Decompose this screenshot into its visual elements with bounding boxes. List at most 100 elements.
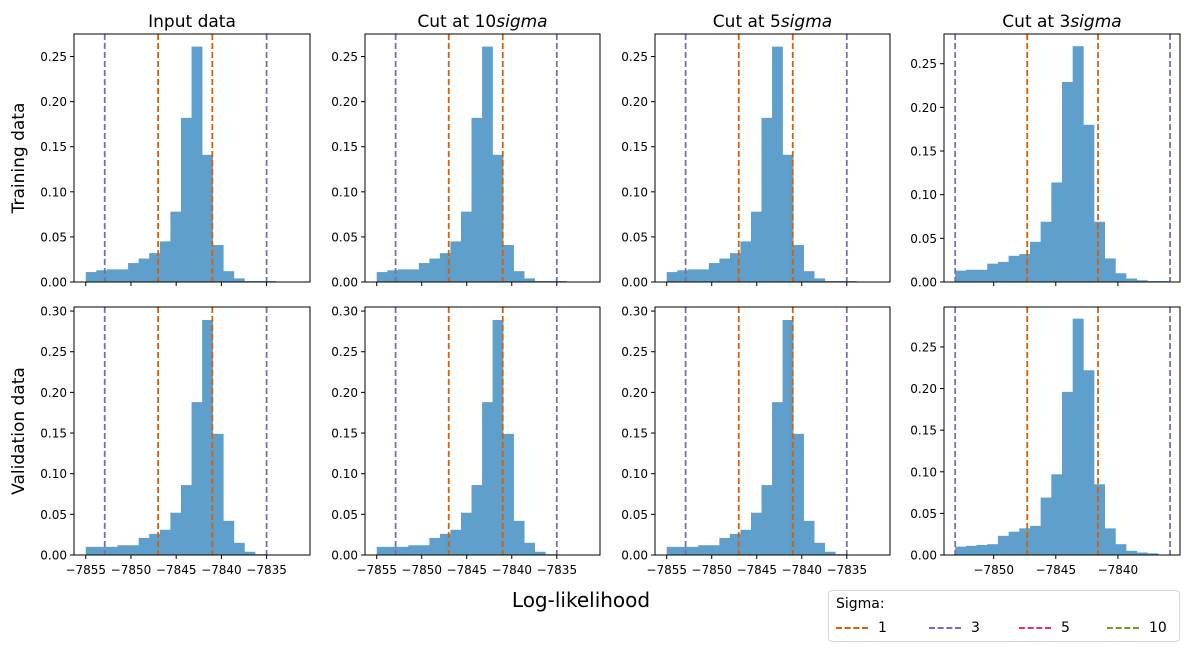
y-tick-label: 0.15 [40,140,67,154]
legend-item-sigma-1: 1 [836,618,887,638]
histogram-bar [1008,531,1020,555]
y-tick-label: 0.20 [331,386,358,400]
histogram-bar [106,546,118,555]
histogram-bar [418,263,430,282]
histogram-bar [987,263,999,282]
y-tick-label: 0.25 [910,340,937,354]
x-tick-label: −7840 [1098,563,1139,577]
histogram-bar [955,270,967,282]
histogram-bar [223,520,235,555]
histogram-bar [482,402,493,555]
histogram-bar [1019,528,1031,555]
x-tick-label: −7845 [736,563,777,577]
histogram-bar [513,271,525,282]
histogram-bar [708,545,720,555]
histogram-bar [418,545,430,555]
y-tick-label: 0.05 [910,232,937,246]
histogram-bar [761,117,773,282]
y-tick-label: 0.25 [331,345,358,359]
histogram-bar [677,546,689,555]
histogram-bar [782,320,794,555]
histogram-bar [397,546,409,555]
histogram-bar [471,117,483,282]
histogram-bar [117,545,129,555]
row-label-validation: Validation data [9,367,29,495]
x-tick-label: −7855 [65,563,106,577]
histogram-bar [408,269,420,282]
panel-r0-c2: 0.00 0.05 0.10 0.15 0.20 0.25 [621,33,891,290]
histogram-bar [233,542,245,555]
y-tick-label: 0.20 [910,101,937,115]
panel-plot-area [376,34,567,282]
histogram-bar [1147,553,1159,555]
y-tick-label: 0.25 [40,50,67,64]
y-tick-label: 0.10 [621,185,648,199]
histogram-bar [429,258,441,282]
histogram-bar [117,269,129,282]
y-tick-label: 0.10 [40,185,67,199]
column-title-text: Cut at 5 [713,12,781,32]
column-title-italic: sigma [1070,12,1121,32]
panel-r0-c3: 0.00 0.05 0.10 0.15 0.20 0.25 [910,33,1181,290]
column-title-italic: sigma [781,12,832,32]
y-tick-label: 0.25 [331,50,358,64]
legend-title: Sigma: [836,596,885,612]
column-title-2: Cut at 5sigma [713,12,832,32]
y-tick-label: 0.25 [910,57,937,71]
histogram-bar [1094,221,1106,282]
y-tick-label: 0.25 [621,50,648,64]
histogram-bar [513,520,525,555]
panel-plot-area [85,34,277,282]
histogram-bar [708,263,720,282]
histogram-bar [1008,255,1020,282]
histogram-bar [965,545,977,555]
histogram-bar [1072,318,1084,555]
y-tick-label: 0.10 [331,185,358,199]
y-tick-label: 0.05 [910,507,937,521]
histogram-bar [782,154,794,282]
column-title-text: Input data [148,12,236,32]
histogram-bar [997,535,1009,555]
panel-plot-area [954,34,1171,282]
histogram-bar [1062,82,1073,282]
histogram-bar [1115,273,1127,282]
y-tick-label: 0.20 [621,95,648,109]
y-tick-label: 0.20 [40,95,67,109]
y-tick-label: 0.00 [621,276,648,290]
panel-plot-area [666,307,848,555]
x-tick-label: −7840 [201,563,242,577]
histogram-bar [202,320,214,555]
legend-label-sigma-10: 10 [1149,620,1167,636]
histogram-bar [698,269,710,282]
histogram-bar [687,269,699,282]
x-tick-label: −7850 [691,563,732,577]
x-tick-label: −7840 [781,563,822,577]
histogram-bar [492,154,504,282]
histogram-bar [524,542,536,555]
histogram-bar [149,533,161,555]
histogram-bar [503,245,514,282]
legend-swatch-sigma-1 [836,627,868,629]
x-tick-label: −7845 [446,563,487,577]
histogram-bar [814,542,826,555]
y-tick-label: 0.05 [40,230,67,244]
histogram-bar [212,245,224,282]
panel-r1-c0: 0.00 0.05 0.10 0.15 0.20 0.25 0.30 −7855 −7850 −7… [40,305,311,577]
y-tick-label: 0.05 [331,508,358,522]
histogram-bar [750,211,762,282]
y-tick-label: 0.05 [40,508,67,522]
column-title-1: Cut at 10sigma [417,12,547,32]
legend-swatch-sigma-3 [929,627,961,629]
axes-frame [73,306,311,556]
histogram-bar [997,261,1009,282]
panel-r1-c3: 0.00 0.05 0.10 0.15 0.20 0.25 −7850 −7845 −7840 [910,306,1181,577]
histogram-bar [244,551,256,555]
histogram-bar [180,485,192,555]
histogram-bar [429,537,441,555]
histogram-bar [202,154,214,282]
histogram-bar [1083,124,1095,282]
column-title-3: Cut at 3sigma [1002,12,1121,32]
histogram-bar [471,485,483,555]
histogram-bar [666,546,678,555]
legend-item-sigma-3: 3 [929,618,980,638]
